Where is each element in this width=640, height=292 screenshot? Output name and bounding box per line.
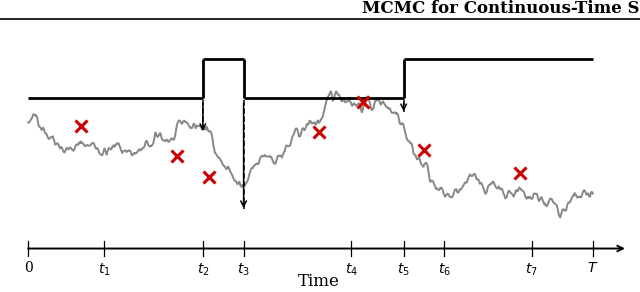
- Text: $t_3$: $t_3$: [237, 261, 250, 278]
- Text: MCMC for Continuous-Time S: MCMC for Continuous-Time S: [362, 0, 640, 17]
- Text: $t_2$: $t_2$: [196, 261, 209, 278]
- Text: 0: 0: [24, 261, 33, 275]
- Text: $t_5$: $t_5$: [397, 261, 410, 278]
- Text: $t_4$: $t_4$: [345, 261, 358, 278]
- Text: $t_6$: $t_6$: [438, 261, 451, 278]
- Text: Time: Time: [298, 273, 340, 290]
- Text: $T$: $T$: [587, 261, 598, 275]
- Text: $t_7$: $t_7$: [525, 261, 538, 278]
- Text: $t_1$: $t_1$: [97, 261, 110, 278]
